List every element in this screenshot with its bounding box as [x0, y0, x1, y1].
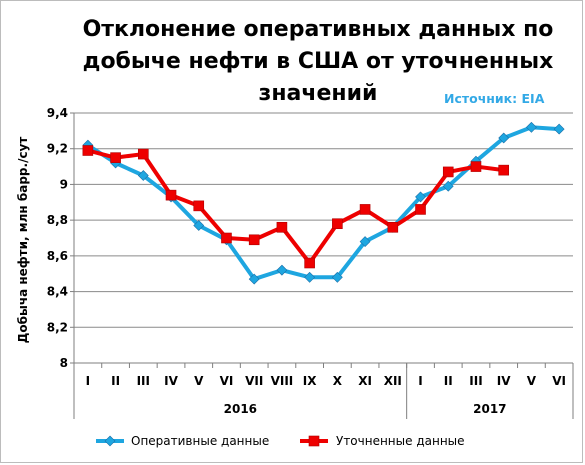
data-point-revised	[442, 166, 454, 178]
data-point-revised	[470, 161, 482, 172]
data-point-revised	[415, 204, 426, 215]
x-tick-label: VII	[245, 374, 263, 388]
y-tick-label: 9	[60, 177, 68, 191]
series-line-revised	[87, 148, 504, 265]
x-tick-label: I	[418, 374, 422, 388]
y-axis-label: Добыча нефти, млн барр./сут	[16, 137, 30, 344]
y-tick-label: 9,4	[47, 106, 68, 120]
data-point-revised	[165, 189, 177, 201]
x-tick-label: IX	[303, 374, 317, 388]
data-point-revised	[387, 221, 399, 233]
x-tick-label: II	[444, 374, 453, 388]
year-label: 2017	[473, 402, 506, 416]
legend-swatch-marker	[104, 435, 116, 447]
data-point-operational	[525, 121, 537, 133]
y-tick-label: 8,2	[47, 320, 68, 334]
chart-source: Источник: EIA	[444, 91, 545, 106]
y-tick-label: 8	[60, 356, 68, 370]
data-point-operational	[359, 236, 371, 247]
y-tick-labels: 9,4 9,2 9 8,8 8,6 8,4 8,2 8	[47, 106, 68, 370]
x-tick-label: IV	[497, 374, 511, 388]
x-tick-label: V	[194, 374, 204, 388]
legend-label: Уточненные данные	[336, 434, 465, 448]
data-point-revised	[332, 218, 343, 230]
x-tick-label: II	[111, 374, 120, 388]
data-point-operational	[331, 271, 343, 283]
x-tick-label: VI	[220, 374, 234, 388]
data-point-revised	[193, 200, 205, 212]
year-label: 2016	[224, 402, 257, 416]
data-point-operational	[442, 180, 454, 192]
year-labels: 2016 2017	[224, 402, 507, 416]
x-tick-label: VIII	[271, 374, 294, 388]
data-point-operational	[304, 271, 316, 283]
legend-label: Оперативные данные	[131, 434, 269, 448]
data-point-revised	[304, 257, 315, 269]
axes	[70, 112, 574, 419]
x-tick-label: III	[469, 374, 482, 388]
data-point-revised	[82, 145, 94, 156]
data-point-operational	[276, 264, 288, 276]
x-tick-label: XII	[384, 374, 402, 388]
data-point-revised	[359, 204, 371, 215]
data-point-revised	[110, 152, 121, 163]
y-tick-label: 8,6	[47, 249, 68, 263]
data-point-revised	[138, 148, 149, 160]
data-point-revised	[498, 164, 509, 176]
series-group	[82, 121, 565, 285]
data-point-operational	[553, 123, 565, 135]
x-tick-label: V	[527, 374, 537, 388]
data-point-revised	[221, 232, 232, 244]
x-tick-label: I	[86, 374, 90, 388]
x-tick-label: XI	[358, 374, 372, 388]
chart-title-line-3: значений	[259, 81, 378, 106]
x-tick-label: X	[333, 374, 343, 388]
data-point-operational	[248, 273, 260, 285]
data-point-operational	[137, 170, 149, 181]
chart-title-line-1: Отклонение оперативных данных по	[83, 17, 554, 42]
data-point-operational	[498, 132, 510, 144]
x-tick-label: IV	[164, 374, 178, 388]
data-point-revised	[276, 221, 288, 233]
legend: Оперативные данные Уточненные данные	[96, 434, 465, 448]
x-tick-label: VI	[552, 374, 566, 388]
data-point-operational	[415, 191, 426, 203]
x-tick-labels: I II III IV V VI VII VIII IX X XI XII I II III IV V VI	[86, 374, 566, 388]
legend-swatch-marker	[308, 435, 320, 447]
chart-title-line-2: добыче нефти в США от уточненных	[83, 49, 554, 74]
chart-title: Отклонение оперативных данных по добыче …	[83, 17, 554, 106]
data-point-revised	[248, 234, 260, 246]
x-tick-label: III	[137, 374, 150, 388]
y-tick-label: 8,4	[47, 285, 68, 299]
y-tick-label: 8,8	[47, 213, 68, 227]
y-tick-label: 9,2	[47, 142, 68, 156]
data-point-operational	[193, 220, 205, 231]
